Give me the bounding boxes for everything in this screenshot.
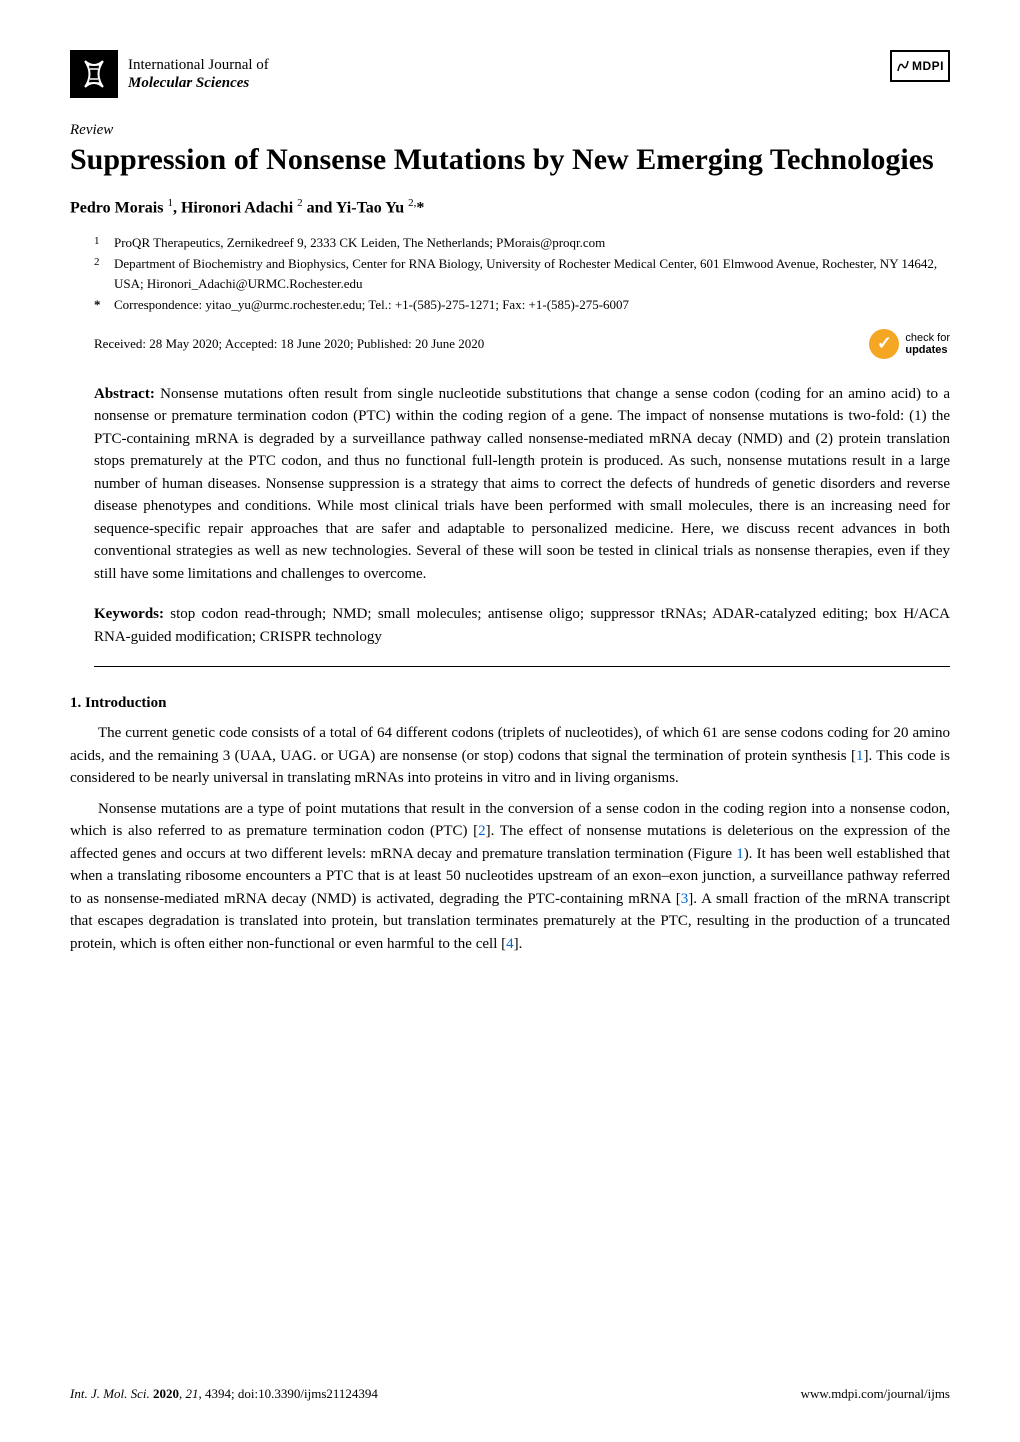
keywords-text: stop codon read-through; NMD; small mole… bbox=[94, 606, 950, 645]
received-row: Received: 28 May 2020; Accepted: 18 June… bbox=[70, 329, 950, 359]
article-type: Review bbox=[70, 122, 950, 139]
p1-pre: The current genetic code consists of a t… bbox=[70, 725, 950, 764]
p2-s5: ]. bbox=[514, 936, 523, 952]
check-updates-badge[interactable]: ✓ check for updates bbox=[869, 329, 950, 359]
paragraph-1: The current genetic code consists of a t… bbox=[70, 722, 950, 790]
abstract-label: Abstract: bbox=[94, 386, 155, 402]
header-row: International Journal of Molecular Scien… bbox=[70, 50, 950, 98]
journal-name: International Journal of Molecular Scien… bbox=[128, 56, 269, 92]
affil-num-1: 1 bbox=[94, 233, 114, 253]
article-title: Suppression of Nonsense Mutations by New… bbox=[70, 141, 950, 179]
journal-name-line1: International Journal of bbox=[128, 56, 269, 74]
correspondence-text: Correspondence: yitao_yu@urmc.rochester.… bbox=[114, 295, 950, 315]
journal-name-line2: Molecular Sciences bbox=[128, 74, 269, 92]
section-1-heading: 1. Introduction bbox=[70, 695, 950, 712]
footer-left: Int. J. Mol. Sci. 2020, 21, 4394; doi:10… bbox=[70, 1386, 378, 1402]
correspondence-star: * bbox=[94, 295, 114, 315]
received-text: Received: 28 May 2020; Accepted: 18 June… bbox=[94, 336, 484, 352]
fig-1-ref[interactable]: 1 bbox=[736, 846, 744, 862]
journal-logo: International Journal of Molecular Scien… bbox=[70, 50, 269, 98]
journal-icon bbox=[70, 50, 118, 98]
affiliation-1: 1 ProQR Therapeutics, Zernikedreef 9, 23… bbox=[94, 233, 950, 253]
affiliation-2: 2 Department of Biochemistry and Biophys… bbox=[94, 254, 950, 293]
footer: Int. J. Mol. Sci. 2020, 21, 4394; doi:10… bbox=[70, 1386, 950, 1402]
check-updates-label: check for updates bbox=[905, 332, 950, 356]
cite-4[interactable]: 4 bbox=[506, 936, 514, 952]
affiliations: 1 ProQR Therapeutics, Zernikedreef 9, 23… bbox=[70, 233, 950, 315]
keywords: Keywords: stop codon read-through; NMD; … bbox=[70, 603, 950, 648]
check-line1: check for bbox=[905, 332, 950, 344]
mdpi-text: MDPI bbox=[912, 59, 944, 73]
footer-right: www.mdpi.com/journal/ijms bbox=[801, 1386, 950, 1402]
divider bbox=[94, 666, 950, 667]
abstract: Abstract: Nonsense mutations often resul… bbox=[70, 383, 950, 586]
paragraph-2: Nonsense mutations are a type of point m… bbox=[70, 798, 950, 956]
abstract-text: Nonsense mutations often result from sin… bbox=[94, 386, 950, 582]
affil-text-1: ProQR Therapeutics, Zernikedreef 9, 2333… bbox=[114, 233, 950, 253]
correspondence: * Correspondence: yitao_yu@urmc.rocheste… bbox=[94, 295, 950, 315]
affil-text-2: Department of Biochemistry and Biophysic… bbox=[114, 254, 950, 293]
cite-2[interactable]: 2 bbox=[478, 823, 486, 839]
keywords-label: Keywords: bbox=[94, 606, 164, 622]
authors: Pedro Morais 1, Hironori Adachi 2 and Yi… bbox=[70, 197, 950, 217]
mdpi-logo: MDPI bbox=[890, 50, 950, 82]
check-icon: ✓ bbox=[869, 329, 899, 359]
check-line2: updates bbox=[905, 344, 950, 356]
affil-num-2: 2 bbox=[94, 254, 114, 293]
